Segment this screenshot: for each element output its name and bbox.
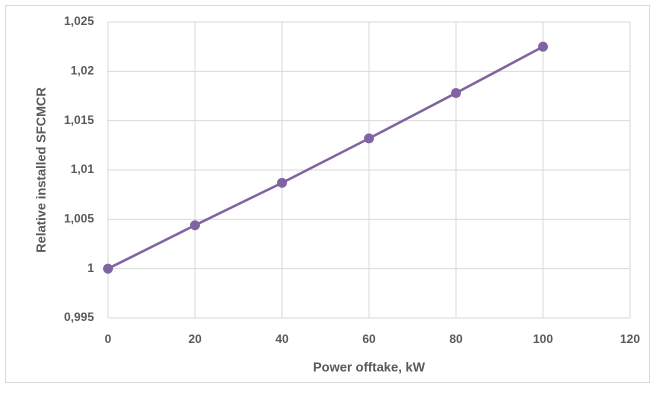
point xyxy=(538,41,548,52)
y-tick-label: 1 xyxy=(87,261,94,275)
x-tick-label: 120 xyxy=(620,332,640,346)
y-tick-label: 1,01 xyxy=(71,162,95,176)
point xyxy=(277,177,287,188)
point xyxy=(103,263,113,274)
y-tick-label: 0,995 xyxy=(64,310,94,324)
y-axis-label: Relative installed SFCMCR xyxy=(33,87,48,253)
point xyxy=(190,220,200,231)
y-tick-label: 1,015 xyxy=(64,113,94,127)
y-tick-label: 1,005 xyxy=(64,212,94,226)
x-tick-label: 0 xyxy=(105,332,112,346)
point xyxy=(364,133,374,144)
x-tick-label: 20 xyxy=(188,332,202,346)
chart-border xyxy=(5,5,650,383)
x-tick-label: 60 xyxy=(362,332,376,346)
x-tick-label: 100 xyxy=(533,332,553,346)
y-tick-label: 1,025 xyxy=(64,14,94,28)
x-tick-label: 40 xyxy=(275,332,289,346)
x-tick-label: 80 xyxy=(449,332,463,346)
y-tick-label: 1,02 xyxy=(71,64,95,78)
x-axis-label: Power offtake, kW xyxy=(313,359,426,374)
line xyxy=(107,45,544,270)
point xyxy=(451,88,461,99)
